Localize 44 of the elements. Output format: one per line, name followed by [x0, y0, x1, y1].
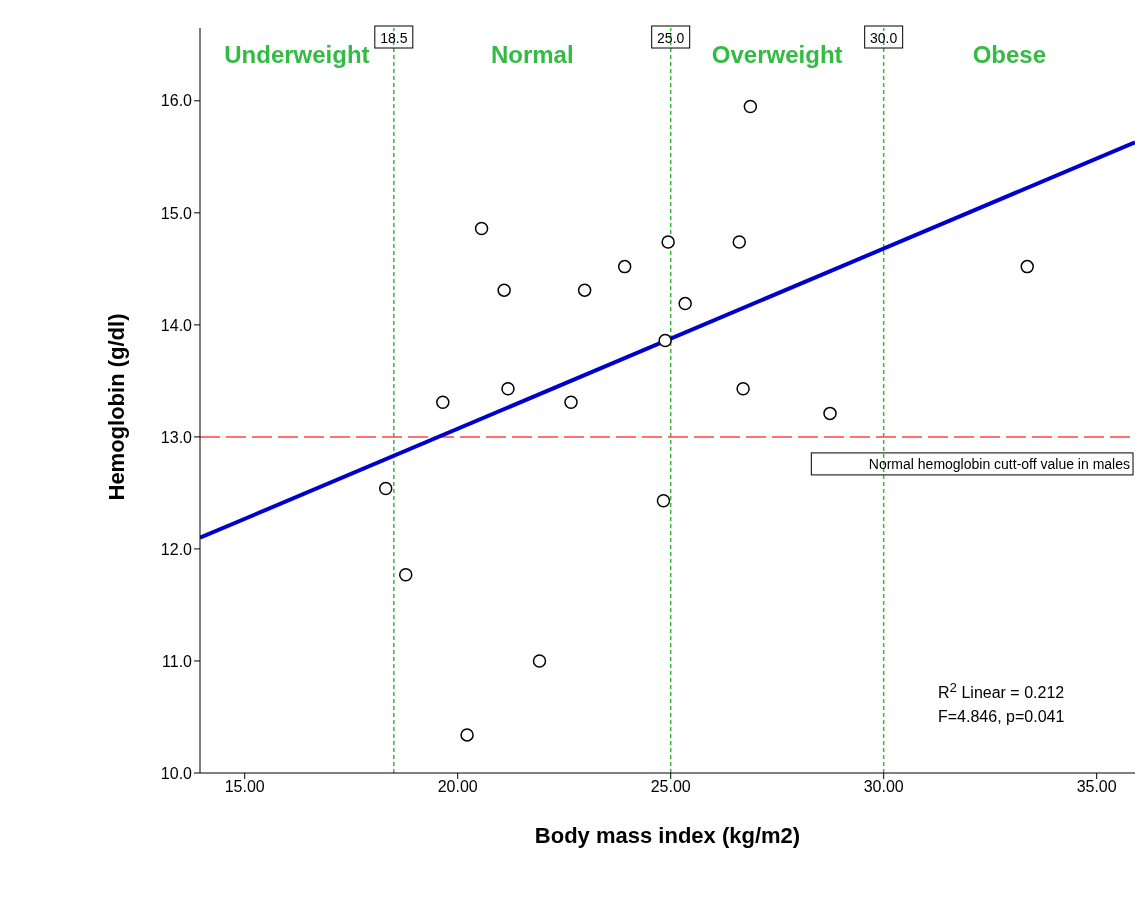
- annotation: R$^{2}$ Linear = 0.212: [938, 680, 1065, 703]
- annotation: Overweight: [711, 40, 843, 68]
- x-axis-title: Body mass index (kg/m2): [534, 823, 801, 848]
- x-tick-label: 35.00: [1076, 778, 1117, 796]
- y-tick-label: 16.0: [160, 92, 193, 110]
- y-tick-label: 13.0: [160, 428, 193, 446]
- ref-line-label: 25.0: [657, 30, 685, 46]
- x-tick-label: 15.00: [224, 778, 265, 796]
- annotation: Underweight: [224, 40, 370, 68]
- annotation: Obese: [972, 40, 1047, 68]
- ref-line-label: Normal hemoglobin cutt-off value in males: [868, 455, 1130, 472]
- point: [497, 283, 511, 297]
- point: [656, 494, 671, 508]
- x-tick-label: 30.00: [863, 778, 904, 796]
- point: [658, 333, 672, 348]
- y-tick-label: 14.0: [160, 316, 193, 334]
- ref-line-label: 30.0: [870, 30, 898, 46]
- y-axis-title: Hemoglobin (g/dl): [103, 313, 129, 501]
- point: [823, 406, 837, 421]
- point: [577, 283, 592, 297]
- point: [501, 381, 515, 396]
- point: [678, 296, 692, 311]
- y-tick-label: 11.0: [162, 652, 193, 670]
- x-tick-label: 25.00: [650, 778, 691, 796]
- point: [436, 395, 450, 409]
- point: [1020, 259, 1034, 274]
- point: [532, 654, 547, 668]
- point: [378, 481, 393, 496]
- y-tick-label: 12.0: [160, 540, 193, 558]
- point: [617, 259, 632, 274]
- y-tick-label: 10.0: [160, 764, 193, 782]
- annotation: F=4.846, p=0.041: [938, 708, 1065, 726]
- y-tick-label: 15.0: [160, 204, 193, 222]
- point: [732, 235, 747, 249]
- point: [474, 221, 489, 236]
- point: [661, 235, 675, 249]
- point: [736, 381, 750, 396]
- x-tick-label: 20.00: [437, 778, 478, 796]
- point: [564, 395, 578, 409]
- annotation: Normal: [490, 40, 574, 68]
- point: [398, 567, 413, 582]
- point: [743, 99, 758, 114]
- ref-line-label: 18.5: [380, 30, 408, 46]
- point: [460, 728, 474, 742]
